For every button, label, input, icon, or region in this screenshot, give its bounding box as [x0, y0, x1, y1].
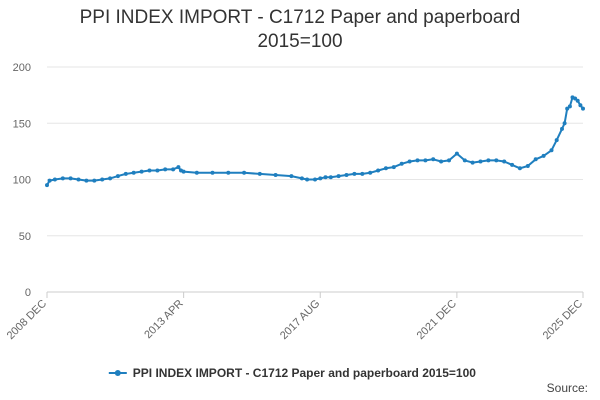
data-point	[163, 167, 168, 172]
data-point	[431, 157, 436, 162]
y-tick-label: 0	[25, 287, 31, 299]
data-point	[502, 159, 507, 164]
data-point	[328, 175, 333, 180]
data-point	[541, 153, 546, 158]
data-point	[439, 159, 444, 164]
data-point	[336, 174, 341, 179]
data-point	[139, 169, 144, 174]
data-point	[578, 103, 583, 108]
data-point	[383, 166, 388, 171]
data-point	[257, 171, 262, 176]
data-point	[565, 106, 570, 111]
data-point	[171, 167, 176, 172]
data-point	[560, 126, 564, 131]
x-tick-label: 2025 DEC	[541, 298, 585, 342]
data-point	[510, 162, 515, 167]
data-point	[92, 178, 97, 183]
source-label: Source:	[546, 381, 588, 395]
data-point	[391, 165, 396, 170]
data-point	[399, 161, 404, 166]
data-point	[305, 177, 310, 182]
data-point	[525, 164, 530, 168]
chart-title: PPI INDEX IMPORT - C1712 Paper and paper…	[0, 6, 600, 54]
data-point	[273, 173, 278, 177]
data-point	[407, 159, 412, 164]
data-point	[100, 177, 105, 182]
data-point	[242, 170, 247, 175]
data-point	[176, 165, 181, 170]
y-tick-label: 100	[13, 175, 31, 187]
data-point	[108, 176, 113, 181]
data-point	[147, 168, 152, 173]
data-point	[76, 177, 81, 182]
data-point	[210, 170, 215, 175]
data-point	[575, 98, 580, 103]
data-point	[68, 176, 73, 181]
data-point	[447, 158, 451, 163]
data-point	[573, 96, 578, 101]
data-point	[415, 158, 420, 163]
data-point	[423, 158, 428, 163]
data-point	[45, 183, 49, 188]
data-point	[52, 177, 57, 182]
chart-title-line-1: PPI INDEX IMPORT - C1712 Paper and paper…	[79, 7, 521, 28]
chart-title-line-2: 2015=100	[257, 31, 343, 52]
data-point	[562, 121, 567, 126]
data-point	[194, 170, 199, 175]
series-line-0	[46, 96, 584, 186]
legend-label: PPI INDEX IMPORT - C1712 Paper and paper…	[133, 366, 476, 380]
data-point	[360, 171, 365, 176]
data-point	[299, 176, 304, 181]
data-point	[47, 178, 52, 183]
data-point	[454, 151, 459, 156]
data-point	[115, 174, 120, 179]
data-point	[554, 138, 559, 143]
x-tick-label: 2008 DEC	[5, 298, 49, 342]
data-point	[131, 170, 136, 175]
data-point	[462, 158, 467, 163]
data-point	[549, 148, 554, 153]
y-tick-label: 200	[13, 62, 31, 74]
data-point	[478, 159, 483, 164]
data-point	[517, 166, 522, 171]
data-point	[84, 178, 89, 183]
data-point	[289, 174, 294, 179]
data-point	[368, 170, 373, 175]
legend-marker-icon	[114, 370, 121, 376]
data-point	[323, 175, 328, 180]
data-point	[533, 157, 538, 162]
data-point	[352, 171, 357, 176]
data-point	[313, 177, 317, 182]
x-tick-label: 2017 AUG	[278, 298, 322, 342]
data-point	[376, 168, 381, 173]
data-point	[494, 158, 499, 163]
data-point	[486, 158, 491, 163]
data-point	[470, 160, 475, 165]
data-point	[60, 176, 65, 181]
data-point	[226, 170, 231, 175]
x-tick-label: 2021 DEC	[415, 298, 459, 342]
data-point	[581, 106, 585, 111]
data-point	[123, 171, 128, 176]
x-tick-label: 2013 APR	[142, 298, 186, 342]
data-point	[155, 168, 160, 173]
data-point	[181, 169, 186, 174]
data-point	[318, 176, 323, 181]
y-tick-label: 150	[13, 118, 31, 130]
data-point	[344, 173, 349, 177]
data-point	[567, 104, 572, 109]
y-tick-label: 50	[19, 231, 31, 243]
